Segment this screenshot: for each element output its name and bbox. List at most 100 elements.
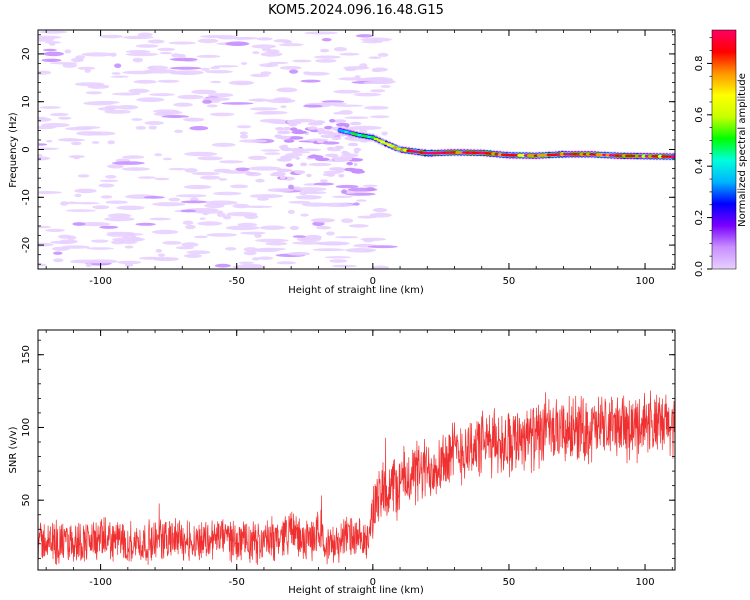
spectrogram-noise-blob <box>345 248 377 253</box>
spectrogram-cluster-blob <box>309 154 319 158</box>
spectrogram-noise-blob <box>344 68 357 72</box>
spectrogram-noise-blob <box>287 251 311 256</box>
spectrogram-noise-blob <box>78 222 111 227</box>
spectrogram-noise-blob <box>369 115 390 119</box>
spectrogram-noise-blob <box>257 197 269 201</box>
spectrogram-cluster-blob <box>316 139 325 144</box>
spectrogram-noise-blob <box>341 189 348 194</box>
spectrogram-noise-blob <box>43 51 64 57</box>
spectrogram-cluster-blob <box>294 129 303 133</box>
spectrogram-noise-blob <box>333 89 361 94</box>
spectrogram-noise-blob <box>320 48 330 53</box>
spectrogram-noise-blob <box>197 38 219 44</box>
spectrogram-noise-blob <box>292 241 326 245</box>
spectrogram-noise-blob <box>41 58 62 62</box>
spectrogram-cluster-blob <box>342 157 353 161</box>
spectrogram-noise-blobs <box>38 30 398 269</box>
spectrogram-noise-blob <box>331 264 357 268</box>
spectrogram-noise-blob <box>175 194 207 198</box>
spectrogram-noise-blob <box>174 129 184 133</box>
spectrogram-noise-blob <box>344 116 369 119</box>
spectrogram-noise-blob <box>377 52 389 57</box>
spectrogram-cluster-blob <box>353 162 358 167</box>
spectrogram-cluster-blob <box>269 172 286 177</box>
spectrogram-cluster-blob <box>279 175 286 180</box>
spectrogram-noise-blob <box>99 34 123 39</box>
spectrogram-noise-blob <box>380 85 392 88</box>
spectrogram-noise-blob <box>260 51 283 57</box>
spectrogram-noise-blob <box>249 194 284 199</box>
spectrogram-x-tick-label: 50 <box>503 276 516 287</box>
spectrogram-cluster-blob <box>287 136 304 140</box>
spectrogram-noise-blob <box>288 200 311 204</box>
spectrogram-noise-blob <box>59 239 78 244</box>
spectrogram-noise-blob <box>85 263 93 268</box>
spectrogram-noise-blob <box>221 102 254 105</box>
spectrogram-noise-blob <box>280 105 287 109</box>
spectrogram-noise-blob <box>196 54 221 58</box>
spectrogram-noise-blob <box>189 197 199 202</box>
spectrogram-noise-blob <box>124 263 134 267</box>
spectrogram-noise-blob <box>299 148 322 152</box>
spectrogram-noise-blob <box>177 94 204 100</box>
spectrogram-noise-blob <box>124 245 134 249</box>
spectrogram-noise-blob <box>157 110 183 115</box>
spectrogram-noise-blob <box>184 151 218 157</box>
spectrogram-noise-blob <box>71 141 82 146</box>
spectrogram-noise-blob <box>348 125 382 130</box>
spectrogram-cluster-blob <box>280 155 297 159</box>
spectrogram-noise-blob <box>319 102 347 106</box>
spectrogram-cluster-blob <box>276 158 292 162</box>
spectrogram-noise-blob <box>225 225 260 231</box>
spectrogram-cluster-blob <box>315 157 330 162</box>
spectrogram-noise-blob <box>259 63 279 68</box>
snr-y-tick-label: 150 <box>21 345 32 364</box>
spectrogram-noise-blob <box>338 110 353 115</box>
spectrogram-noise-blob <box>181 242 199 247</box>
spectrogram-cluster-blob <box>306 173 312 178</box>
spectrogram-noise-blob <box>128 88 150 94</box>
spectrogram-noise-blob <box>353 92 382 97</box>
spectrogram-noise-blob <box>172 70 204 75</box>
spectrogram-noise-blob <box>339 52 360 56</box>
spectrogram-noise-blob <box>238 261 255 265</box>
spectrogram-noise-blob <box>204 203 225 209</box>
spectrogram-noise-blob <box>373 265 389 269</box>
spectrogram-cluster-blob <box>289 148 306 152</box>
spectrogram-y-tick-label: 0 <box>21 146 32 152</box>
spectrogram-y-tick-label: -10 <box>21 189 32 205</box>
spectrogram-cluster-blob <box>285 163 294 167</box>
spectrogram-noise-blob <box>209 112 235 117</box>
spectrogram-cluster-blob <box>341 150 349 155</box>
spectrogram-noise-blob <box>169 57 198 62</box>
spectrogram-noise-blob <box>39 106 62 109</box>
spectrogram-noise-blob <box>161 115 189 118</box>
spectrogram-noise-blob <box>158 253 165 257</box>
spectrogram-noise-blob <box>45 228 65 232</box>
spectrogram-noise-blob <box>99 225 119 229</box>
spectrogram-noise-blob <box>243 251 257 256</box>
colorbar-bar <box>711 29 737 270</box>
colorbar-tick-label: 0.8 <box>694 55 705 71</box>
spectrogram-noise-blob <box>308 162 332 167</box>
spectrogram-noise-blob <box>202 99 212 104</box>
spectrogram-noise-blob <box>225 41 250 46</box>
spectrogram-noise-blob <box>171 53 181 58</box>
spectrogram-noise-blob <box>204 70 233 74</box>
spectrogram-cluster-blob <box>295 120 302 125</box>
spectrogram-noise-blob <box>107 140 115 145</box>
snr-x-tick-label: 0 <box>370 577 376 588</box>
colorbar: 0.0 0.2 0.4 0.6 0.8 Normalized spectral ampl… <box>694 29 748 277</box>
spectrogram-cluster-blob <box>349 121 362 126</box>
spectrogram-noise-blob <box>100 195 113 199</box>
snr-x-ticks: -100 -50 0 50 100 <box>45 330 673 588</box>
spectrogram-noise-blob <box>251 265 265 269</box>
spectrogram-noise-blob <box>255 238 289 243</box>
spectrogram-noise-blob <box>212 65 239 68</box>
spectrogram-noise-blob <box>122 155 145 159</box>
spectrogram-noise-blob <box>303 104 323 108</box>
spectrogram-noise-blob <box>370 89 386 93</box>
spectrogram-noise-blob <box>238 36 258 40</box>
spectrogram-noise-blob <box>218 160 244 164</box>
spectrogram-noise-blob <box>200 67 210 71</box>
